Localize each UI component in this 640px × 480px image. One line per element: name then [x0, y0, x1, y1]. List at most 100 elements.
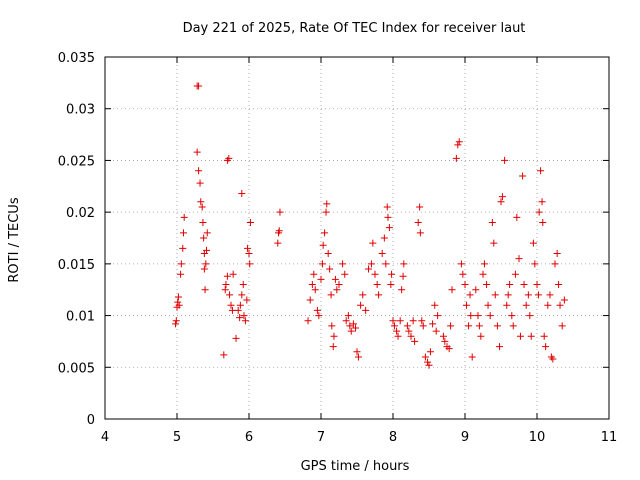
data-point — [346, 322, 354, 330]
data-point — [421, 353, 429, 361]
data-point — [240, 312, 248, 320]
data-point — [407, 332, 415, 340]
data-point — [369, 239, 377, 247]
data-point — [389, 317, 397, 325]
data-point — [409, 317, 417, 325]
data-point — [362, 306, 370, 314]
data-point — [462, 301, 470, 309]
data-point — [459, 270, 467, 278]
data-point — [431, 301, 439, 309]
data-point — [333, 286, 341, 294]
y-tick-label: 0.02 — [66, 206, 95, 221]
data-point — [405, 327, 413, 335]
data-point — [313, 306, 321, 314]
data-point — [529, 239, 537, 247]
data-point — [200, 265, 208, 273]
data-point — [317, 275, 325, 283]
grid-lines — [105, 57, 609, 419]
data-point — [179, 244, 187, 252]
axis-ticks: 4 5 6 7 8 9 10 11 0 0.005 0.01 0.015 0.02 0.025 0.03 0.… — [58, 51, 617, 445]
data-point — [175, 301, 183, 309]
data-point — [396, 317, 404, 325]
data-point — [378, 250, 386, 258]
y-axis-label: ROTI / TECUs — [7, 197, 22, 282]
data-point — [246, 260, 254, 268]
data-point — [394, 332, 402, 340]
data-point — [177, 270, 185, 278]
data-point — [516, 332, 524, 340]
data-point — [243, 296, 251, 304]
data-point — [232, 334, 240, 342]
data-point — [196, 179, 204, 187]
data-point — [527, 332, 535, 340]
data-point — [199, 218, 207, 226]
x-tick-label: 11 — [601, 430, 618, 445]
data-point — [304, 317, 312, 325]
data-point — [555, 281, 563, 289]
data-point — [526, 312, 534, 320]
data-point — [241, 317, 249, 325]
data-point — [328, 322, 336, 330]
data-point — [546, 291, 554, 299]
data-point — [318, 260, 326, 268]
data-point — [419, 322, 427, 330]
data-point — [466, 291, 474, 299]
data-point — [274, 239, 282, 247]
data-point — [195, 82, 203, 90]
data-point — [172, 317, 180, 325]
x-tick-label: 9 — [461, 430, 469, 445]
data-point — [225, 154, 233, 162]
data-point — [308, 281, 316, 289]
data-point — [398, 286, 406, 294]
data-point — [542, 343, 550, 351]
data-point — [544, 301, 552, 309]
data-point — [513, 213, 521, 221]
data-point — [486, 312, 494, 320]
data-point — [331, 275, 339, 283]
data-point — [503, 301, 511, 309]
data-point — [234, 306, 242, 314]
data-point — [193, 148, 201, 156]
data-point — [326, 265, 334, 273]
data-point — [373, 281, 381, 289]
data-point — [497, 198, 505, 206]
data-point — [324, 250, 332, 258]
data-point — [537, 167, 545, 175]
data-point — [365, 265, 373, 273]
data-point — [434, 312, 442, 320]
data-point — [493, 322, 501, 330]
data-point — [352, 324, 360, 332]
data-point — [475, 322, 483, 330]
data-point — [393, 327, 401, 335]
data-point — [483, 281, 491, 289]
x-tick-label: 6 — [245, 430, 253, 445]
data-point — [174, 293, 182, 301]
data-point — [467, 312, 475, 320]
data-point — [457, 260, 465, 268]
data-point — [424, 358, 432, 366]
data-point — [520, 281, 528, 289]
data-point — [349, 320, 357, 328]
data-point — [501, 156, 509, 164]
data-point — [276, 208, 284, 216]
data-point — [319, 241, 327, 249]
data-point — [511, 270, 519, 278]
data-point — [553, 250, 561, 258]
data-point — [359, 291, 367, 299]
data-point — [472, 286, 480, 294]
data-point — [227, 301, 235, 309]
data-point — [551, 260, 559, 268]
data-point — [371, 270, 379, 278]
data-point — [509, 322, 517, 330]
data-point — [399, 272, 407, 280]
data-point — [498, 193, 506, 201]
data-point — [197, 198, 205, 206]
data-point — [195, 167, 203, 175]
data-point — [465, 322, 473, 330]
data-point — [347, 327, 355, 335]
x-tick-label: 8 — [389, 430, 397, 445]
data-point — [202, 260, 210, 268]
x-tick-label: 10 — [529, 430, 546, 445]
data-point — [315, 312, 323, 320]
data-point — [540, 332, 548, 340]
